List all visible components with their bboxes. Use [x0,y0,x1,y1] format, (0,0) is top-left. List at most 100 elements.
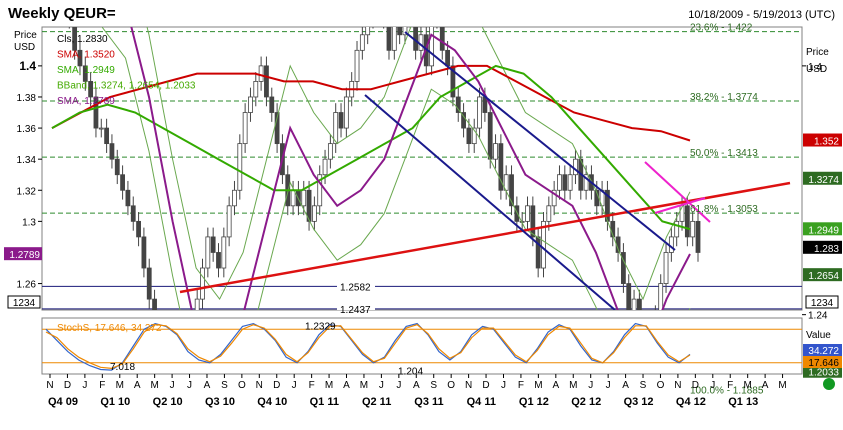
candle-body [82,65,88,82]
legend-entry: BBand, 1.3274, 1.2654, 1.2033 [57,81,196,92]
right-badge [803,171,842,185]
candle-body [631,298,637,310]
corner-box-right [805,295,839,309]
month-label: J [396,380,401,391]
quarter-label: Q3 11 [414,396,443,408]
stoch-legend: StochS, 17.646, 34.272 [57,323,162,334]
stoch-min-label: 7.018 [110,362,135,373]
bband-lower [101,27,691,310]
sma-red-line [51,64,691,142]
candle-body [439,27,445,51]
legend-entry: SMA, 1.3520 [57,50,115,61]
candle-body [530,205,536,238]
left-axis-label: USD [14,42,35,53]
candle-body [429,27,435,67]
candle-body [477,96,482,129]
month-label: A [134,380,141,391]
left-tick-label: 1.36 [17,124,37,135]
candle-body [221,236,227,269]
month-label: F [309,380,315,391]
candle-body [514,205,520,222]
quarter-label: Q2 12 [571,396,601,408]
candle-body [408,4,412,20]
corner-box-left [7,295,41,309]
price-plot-area [42,0,802,310]
fib-label: 61.8% - 1.3053 [690,204,758,215]
quarter-label: Q3 10 [205,396,235,408]
candle-body [557,174,562,191]
month-label: M [325,380,333,391]
month-label: A [343,380,350,391]
level-label: 1.2329 [305,322,336,333]
stoch-k-line [45,322,691,371]
fib-label: 38.2% - 1.3774 [690,92,758,103]
month-label: M [744,380,752,391]
candle-body [509,174,514,207]
candle-body [88,81,94,98]
candle-body [573,158,578,176]
candle-body [269,96,275,113]
candle-body [274,112,280,145]
month-label: M [360,380,368,391]
candle-body [690,220,696,238]
level-label: 1.204 [398,367,423,378]
sma-green-line [51,64,691,231]
right-badge [803,222,842,236]
candle-body [120,174,125,191]
month-label: D [273,380,280,391]
corner-box-left-text: 1234 [13,298,36,309]
candle-body [636,298,642,310]
date-range: 10/18/2009 - 5/19/2013 (UTC) [688,9,835,21]
month-label: O [447,380,455,391]
candle-body [216,252,221,269]
candle-body [658,283,664,310]
candle-body [136,220,141,238]
month-label: J [501,380,506,391]
month-label: M [534,380,542,391]
candle-body [248,96,253,113]
month-label: N [674,380,681,391]
candle-body [493,143,498,160]
candle-body [253,81,259,98]
candle-body [354,49,360,82]
month-label: F [518,380,524,391]
channel-lower [364,94,616,310]
right-badge-text: 1.3274 [808,175,839,186]
month-label: J [710,380,715,391]
quarter-label: Q3 12 [624,396,654,408]
month-label: F [99,380,105,391]
candle-body [376,0,380,4]
legend-entry: SMA, 1.2789 [57,96,115,107]
candle-body [684,205,690,238]
fib-label: 50.0% - 1.3413 [690,148,758,159]
candle-body [674,220,680,238]
month-label: J [170,380,175,391]
stoch-badge [803,344,842,356]
left-tick-label: 1.3 [22,217,36,228]
candle-body [541,220,546,269]
month-label: A [762,380,769,391]
candle-body [290,189,296,207]
status-dot [823,378,835,390]
sma-purple-line [130,27,691,310]
right-badge-text: 1.283 [814,244,839,255]
candle-body [141,236,147,269]
candle-body [109,143,115,160]
month-label: J [82,380,87,391]
right-badge [803,240,842,254]
candle-body [461,112,466,129]
right-badge [803,133,842,147]
candle-body [371,4,375,20]
candle-body [466,127,472,145]
candle-body [114,158,120,176]
month-label: M [150,380,158,391]
month-label: J [292,380,297,391]
stoch-badge-text: 34.272 [808,346,839,357]
channel-upper [404,31,676,251]
candle-body [327,143,333,160]
candle-body [487,112,493,160]
right-axis-label: Price [806,47,829,58]
candle-body [359,34,365,51]
month-label: D [64,380,71,391]
month-label: M [569,380,577,391]
